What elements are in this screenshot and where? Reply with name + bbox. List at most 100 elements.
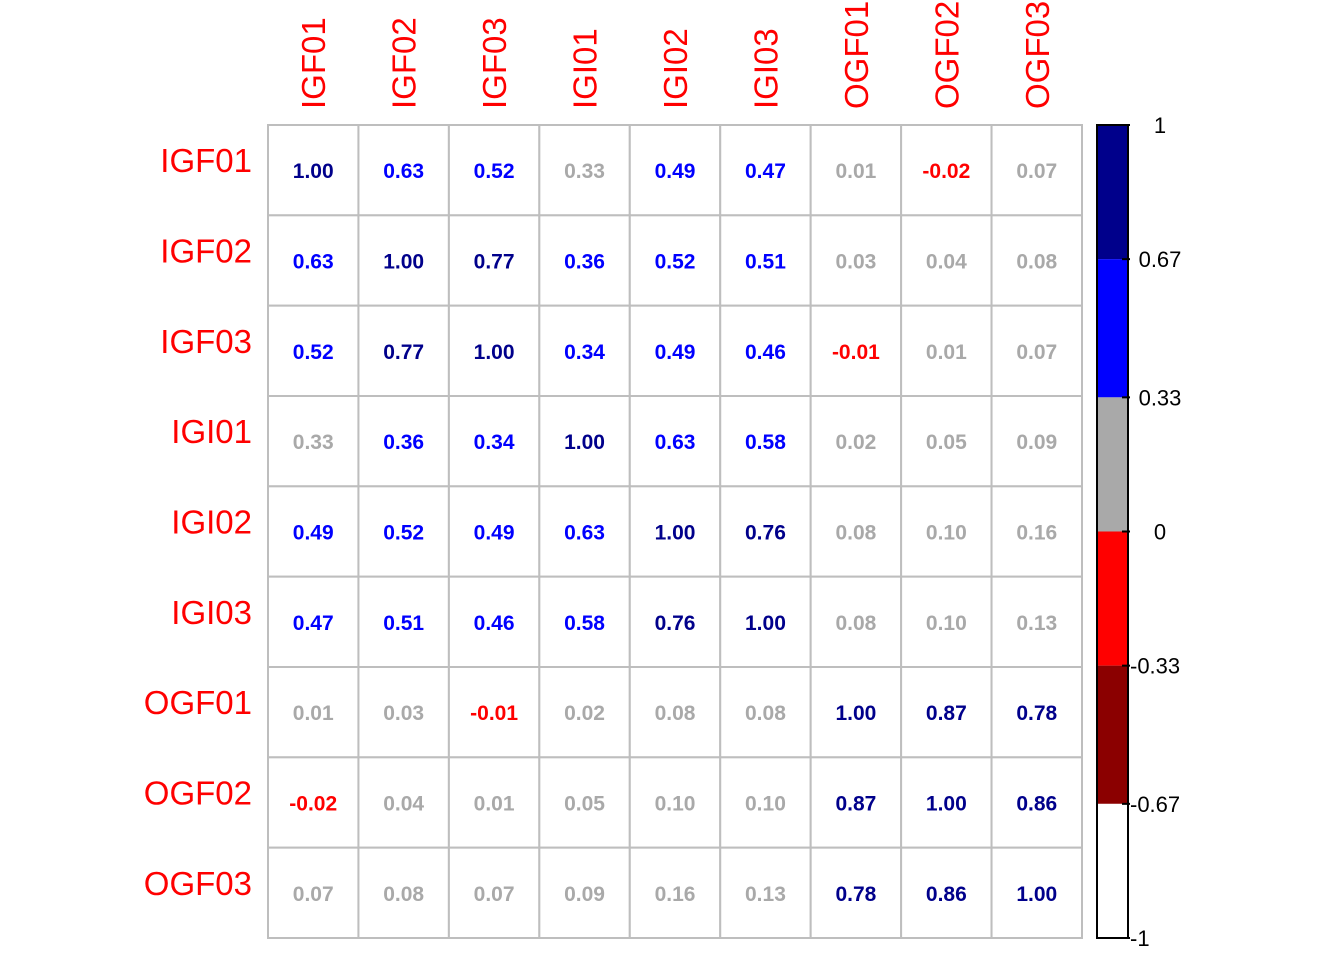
heatmap-cell [538,485,631,578]
heatmap-cell [538,395,631,488]
cell-value-label: 0.16 [655,883,696,906]
colorbar-tick-label: -0.67 [1130,792,1180,817]
cell-value-label: 0.01 [835,160,876,183]
row-label: OGF01 [144,684,252,721]
heatmap-cell [809,666,903,759]
cell-value-label: 0.78 [835,883,876,906]
cell-value-label: 0.04 [926,251,967,274]
cell-value-label: 0.34 [564,341,605,364]
cell-value-label: 0.10 [655,793,696,816]
heatmap-cell [538,846,631,940]
heatmap-cell [990,575,1083,669]
cell-value-label: 0.08 [745,702,786,725]
colorbar-segment [1097,803,1128,938]
cell-value-label: 0.10 [745,793,786,816]
column-label: OGF03 [1019,1,1056,109]
heatmap-cell [809,846,903,940]
cell-value-label: 0.63 [383,160,424,183]
row-label: OGF03 [144,865,252,902]
cell-value-label: 0.49 [474,522,515,545]
cell-value-label: 0.78 [1016,702,1057,725]
cell-value-label: 0.46 [474,612,515,635]
heatmap-cell [447,214,541,307]
cell-value-label: 0.52 [655,251,696,274]
colorbar-tick-label: 0.33 [1139,385,1182,410]
colorbar-tick-label: -1 [1130,926,1150,951]
heatmap-cell [267,756,360,849]
cell-value-label: 0.34 [474,431,515,454]
cell-value-label: 0.86 [926,883,967,906]
cell-value-label: 0.77 [474,251,515,274]
heatmap-cell [538,756,631,849]
heatmap-cell [447,756,541,849]
heatmap-cell [267,214,360,307]
colorbar-tick-label: -0.33 [1130,654,1180,679]
heatmap-cell [357,395,450,488]
heatmap-cell [990,214,1083,307]
cell-value-label: 0.33 [293,431,334,454]
cell-value-label: 0.10 [926,522,967,545]
cell-value-label: 0.08 [655,702,696,725]
heatmap-cell [628,756,722,849]
cell-value-label: 1.00 [655,522,696,545]
heatmap-cell [990,485,1083,578]
cell-value-label: 0.02 [835,431,876,454]
cell-value-label: 0.01 [293,702,334,725]
cell-value-label: 0.58 [745,431,786,454]
heatmap-cell [267,304,360,397]
colorbar-tick-label: 1 [1154,113,1166,138]
cell-value-label: 0.51 [383,612,424,635]
cell-value-label: -0.02 [289,793,337,816]
column-label: IGF01 [295,17,332,109]
heatmap-cell [267,395,360,488]
cell-value-label: 0.09 [1016,431,1057,454]
cell-value-label: 0.03 [835,251,876,274]
heatmap-cell [719,575,812,669]
cell-value-label: 1.00 [1016,883,1057,906]
cell-value-label: 0.87 [926,702,967,725]
heatmap-cell [538,575,631,669]
colorbar-segment [1097,259,1128,398]
cell-value-label: 0.76 [745,522,786,545]
cell-value-label: 0.16 [1016,522,1057,545]
heatmap-cell [267,846,360,940]
cell-value-label: 0.46 [745,341,786,364]
column-label: IGF03 [476,17,513,109]
cell-value-label: 0.10 [926,612,967,635]
cell-value-label: 0.47 [293,612,334,635]
cell-value-label: 0.77 [383,341,424,364]
heatmap-cell [357,124,450,217]
cell-value-label: 0.07 [293,883,334,906]
cell-value-label: -0.01 [470,702,518,725]
cell-value-label: 0.33 [564,160,605,183]
heatmap-cell [990,846,1083,940]
colorbar-segment [1097,665,1128,804]
heatmap-cell [900,214,993,307]
cell-value-label: 1.00 [564,431,605,454]
cell-value-label: 0.01 [926,341,967,364]
cell-value-label: 0.51 [745,251,786,274]
heatmap-cell [990,756,1083,849]
cell-value-label: 0.07 [474,883,515,906]
heatmap-cell [267,485,360,578]
heatmap-cells: 1.00 0.63 0.52 0.33 0.49 0.47 0.01 -0.02 0.07 0.6… [289,160,1057,906]
row-label: OGF02 [144,775,252,812]
heatmap-cell [447,575,541,669]
column-label: IGI01 [567,28,604,109]
cell-value-label: 0.58 [564,612,605,635]
heatmap-cell [267,124,360,217]
heatmap-cell [357,575,450,669]
heatmap-cell [628,846,722,940]
cell-value-label: 0.52 [383,522,424,545]
heatmap-cell [357,666,450,759]
column-label: IGI03 [747,28,784,109]
cell-value-label: 1.00 [293,160,334,183]
colorbar-segment [1097,531,1128,666]
heatmap-cell [447,304,541,397]
colorbar-segment [1097,125,1128,260]
cell-value-label: 0.36 [383,431,424,454]
cell-value-label: 0.86 [1016,793,1057,816]
cell-value-label: 0.87 [835,793,876,816]
cell-value-label: 0.08 [835,522,876,545]
